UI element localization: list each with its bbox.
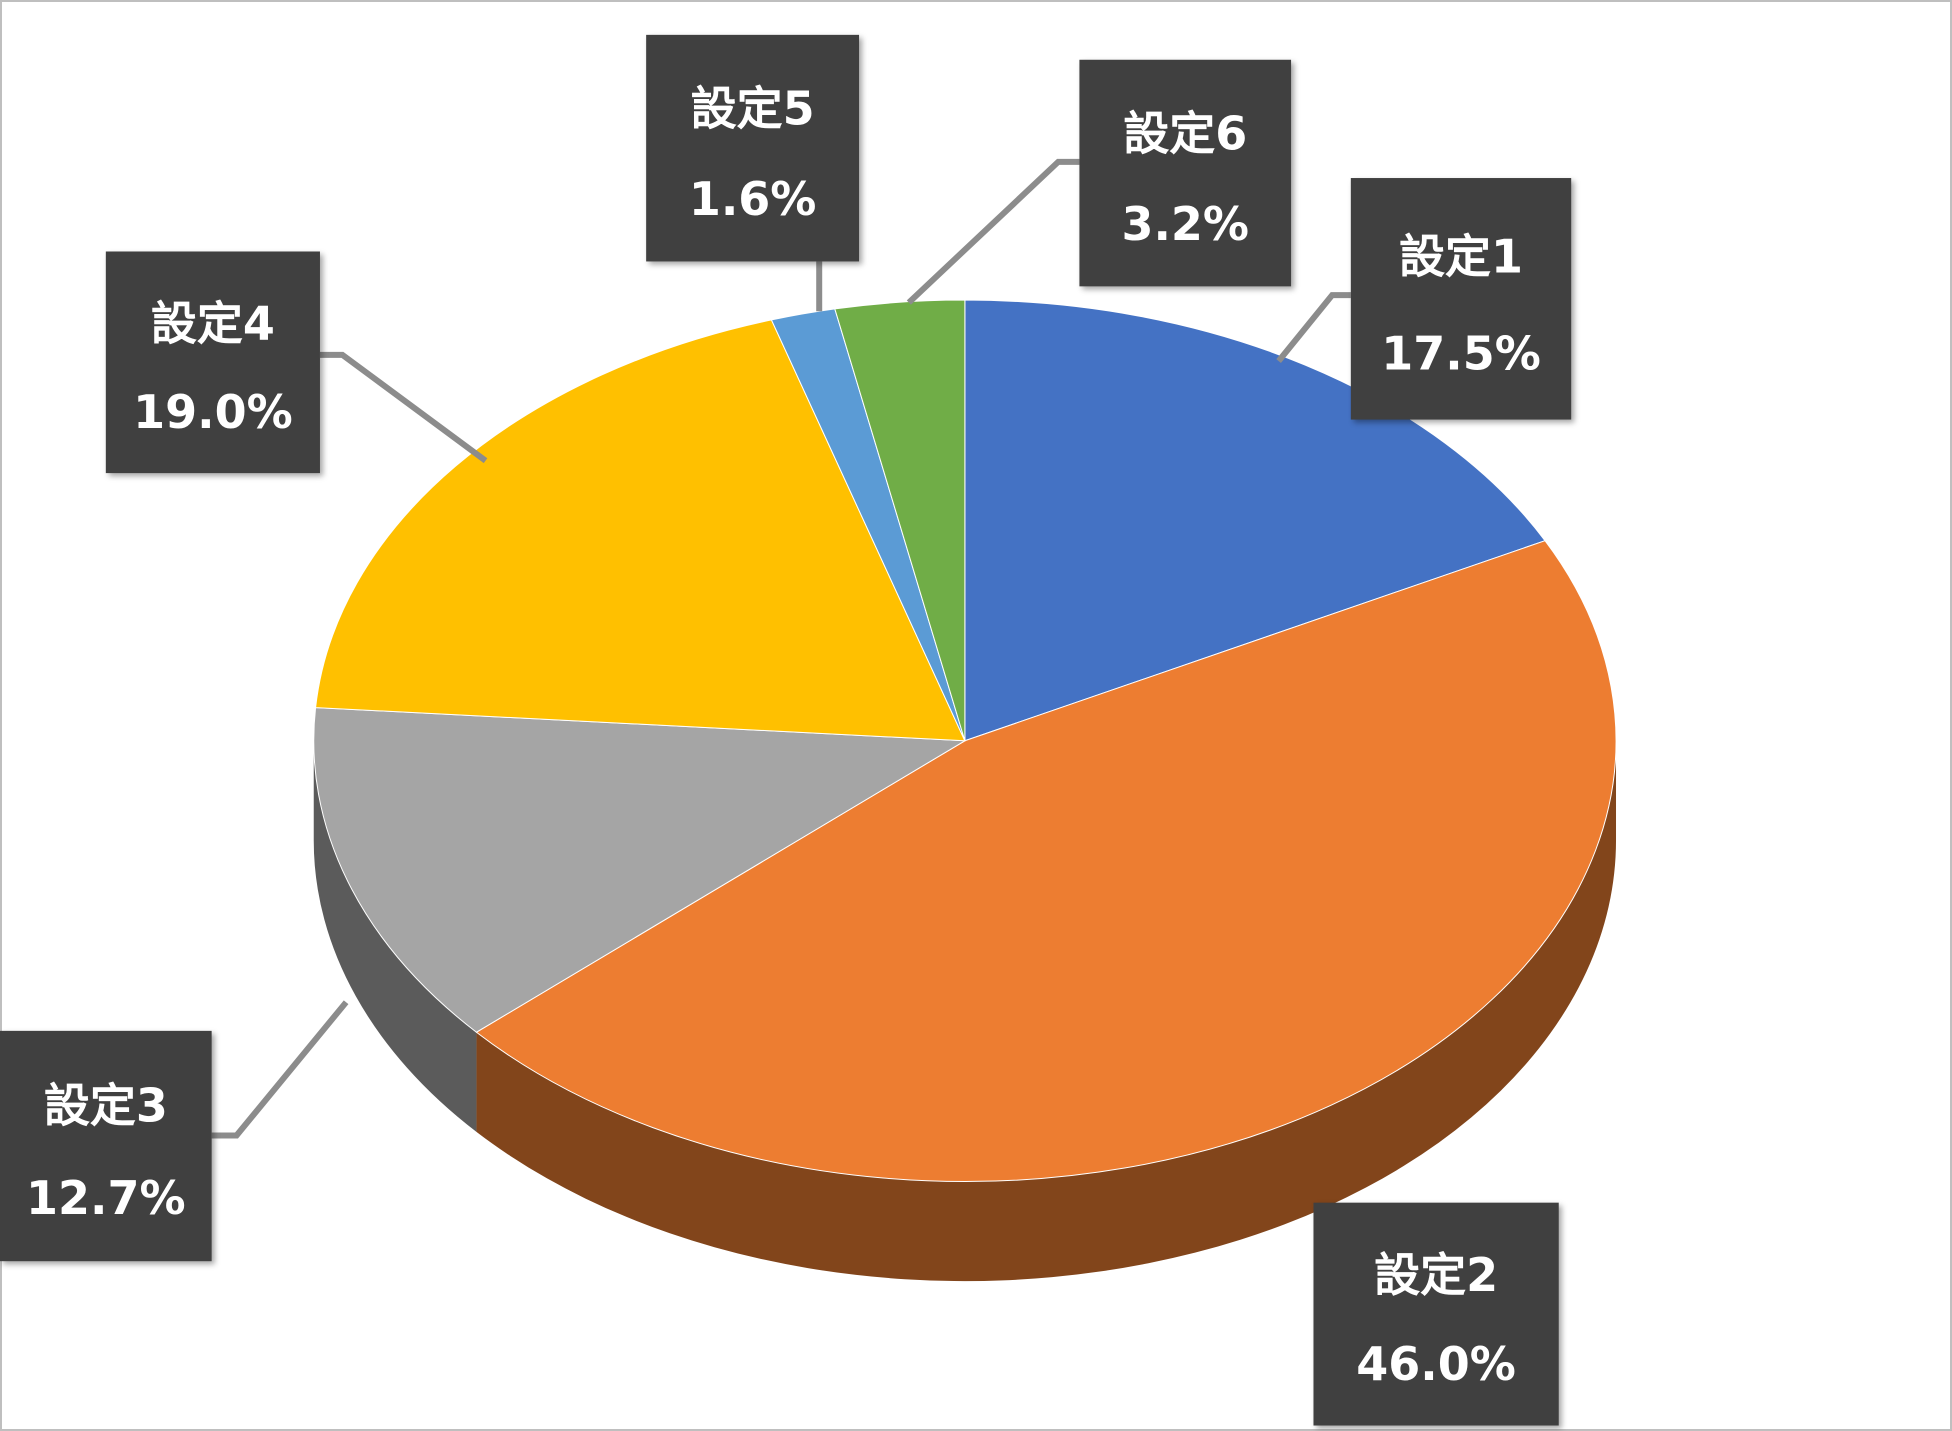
leader-line (1276, 292, 1351, 363)
label-box (646, 34, 860, 262)
leader-line (319, 351, 488, 464)
label-box (105, 251, 320, 474)
leader-line (211, 1000, 349, 1139)
category-label: 設定1 (1399, 230, 1523, 284)
data-labels: 設定1 17.5% 設定2 46.0% 設定3 12.7% 設定4 19.0% 設定5 1.6% 設… (0, 34, 1572, 1426)
pie-tops (313, 299, 1617, 1182)
category-label: 設定5 (691, 81, 815, 135)
value-label: 1.6% (689, 172, 817, 226)
value-label: 3.2% (1121, 197, 1249, 251)
category-label: 設定4 (151, 296, 275, 350)
label-box (1350, 178, 1572, 420)
slice-side (476, 740, 1617, 1282)
slice (313, 707, 967, 1033)
value-label: 17.5% (1381, 326, 1541, 380)
pie-sides (313, 740, 1617, 1282)
slice (475, 540, 1617, 1182)
label-box (1313, 1202, 1559, 1426)
category-label: 設定3 (44, 1079, 168, 1133)
value-label: 46.0% (1356, 1337, 1516, 1391)
slice (315, 319, 966, 742)
leader-line (906, 158, 1080, 305)
label-box (0, 1030, 212, 1262)
category-label: 設定2 (1374, 1248, 1498, 1302)
slice (964, 299, 1546, 742)
category-label: 設定6 (1123, 106, 1247, 160)
slice (834, 299, 966, 741)
value-label: 12.7% (26, 1171, 186, 1225)
value-label: 19.0% (133, 385, 293, 439)
slice-side (313, 740, 477, 1132)
label-box (1079, 59, 1292, 287)
